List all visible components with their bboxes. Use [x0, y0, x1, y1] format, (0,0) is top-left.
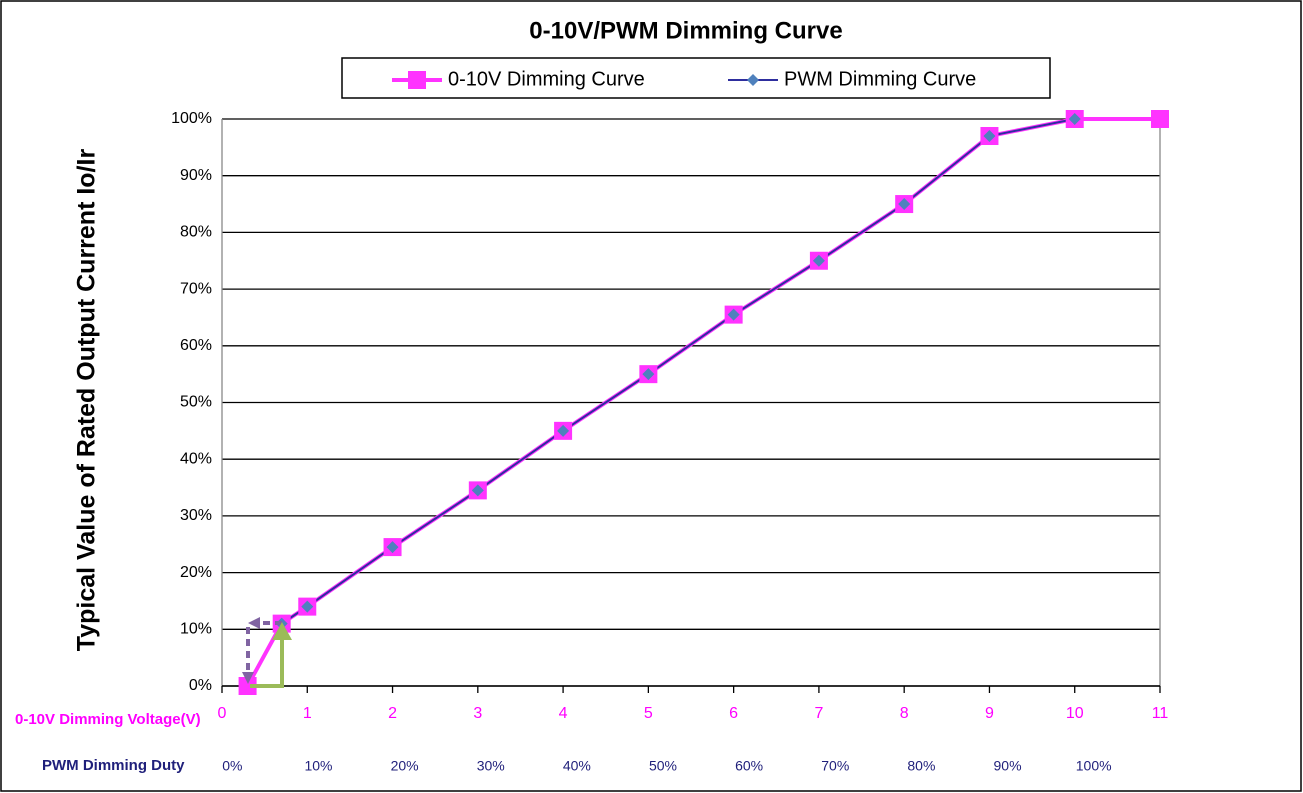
chart-title: 0-10V/PWM Dimming Curve — [529, 17, 842, 44]
x2-tick-label: 30% — [477, 758, 505, 774]
x-tick-label: 9 — [985, 705, 994, 722]
y-tick-label: 40% — [180, 450, 212, 467]
x-tick-label: 1 — [303, 705, 312, 722]
arrow-head — [272, 622, 292, 640]
x2-tick-label: 100% — [1076, 758, 1112, 774]
y-tick-label: 20% — [180, 564, 212, 581]
x2-tick-label: 0% — [222, 758, 242, 774]
legend-marker — [408, 71, 426, 89]
y-tick-label: 60% — [180, 337, 212, 354]
arrow-head — [248, 617, 260, 629]
y-tick-label: 30% — [180, 507, 212, 524]
diamond-marker — [1068, 113, 1081, 125]
y-tick-label: 10% — [180, 621, 212, 638]
x2-tick-label: 50% — [649, 758, 677, 774]
x-axis-label: 0-10V Dimming Voltage(V) — [15, 711, 201, 728]
y-tick-label: 90% — [180, 167, 212, 184]
square-marker — [238, 677, 257, 695]
x-tick-label: 3 — [473, 705, 482, 722]
x2-axis-label: PWM Dimming Duty — [42, 757, 185, 774]
diamond-marker — [386, 541, 399, 554]
x-tick-label: 7 — [814, 705, 823, 722]
x2-tick-label: 70% — [821, 758, 849, 774]
diamond-marker — [642, 368, 655, 381]
legend-box — [341, 57, 1051, 99]
y-tick-label: 100% — [171, 110, 212, 127]
x2-tick-label: 90% — [994, 758, 1022, 774]
diamond-marker — [727, 308, 740, 321]
x-tick-label: 2 — [388, 705, 397, 722]
annotation-arrows — [242, 617, 292, 688]
diamond-marker — [898, 198, 911, 211]
x2-tick-label: 40% — [563, 758, 591, 774]
legend-marker — [747, 74, 759, 86]
plot: 0%10%20%30%40%50%60%70%80%90%100%0 1 2 3 4 5 6… — [171, 68, 1169, 774]
x-tick-label: 0 — [218, 705, 227, 722]
x2-tick-label: 20% — [391, 758, 419, 774]
solid-arrow — [250, 636, 284, 688]
arrow-head — [242, 672, 254, 684]
diamond-marker — [301, 600, 314, 613]
legend-label: PWM Dimming Curve — [784, 68, 976, 90]
x-tick-label: 5 — [644, 705, 653, 722]
diamond-marker — [812, 254, 825, 267]
y-tick-label: 50% — [180, 394, 212, 411]
y-axis-label: Typical Value of Rated Output Current Io… — [73, 149, 101, 652]
x-tick-label: 10 — [1066, 705, 1084, 722]
x-tick-label: 4 — [559, 705, 568, 722]
y-tick-label: 70% — [180, 280, 212, 297]
y-tick-label: 0% — [189, 677, 212, 694]
diamond-marker — [557, 424, 570, 437]
diamond-marker — [983, 130, 996, 143]
x-tick-label: 8 — [900, 705, 909, 722]
x-tick-label: 6 — [729, 705, 738, 722]
x2-tick-label: 60% — [735, 758, 763, 774]
legend-label: 0-10V Dimming Curve — [448, 68, 645, 90]
diamond-marker — [471, 484, 484, 497]
square-marker — [1151, 110, 1169, 128]
x2-tick-label: 80% — [907, 758, 935, 774]
y-tick-label: 80% — [180, 224, 212, 241]
x-tick-label: 11 — [1152, 705, 1169, 722]
x2-tick-label: 10% — [304, 758, 332, 774]
